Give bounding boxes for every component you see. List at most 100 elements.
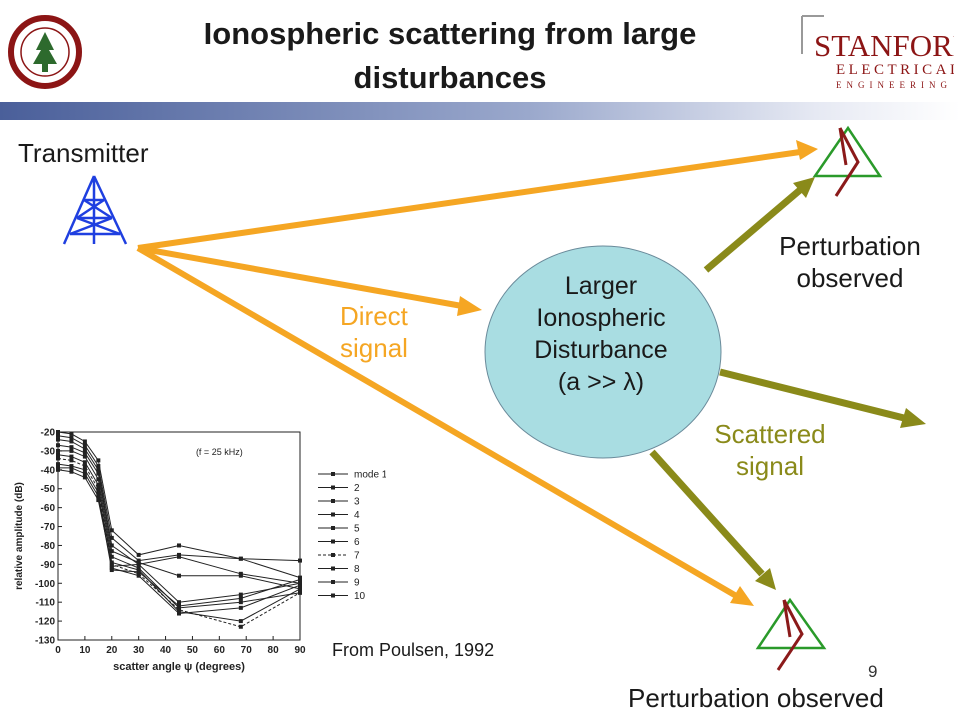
data-point (69, 469, 74, 474)
title-divider (0, 102, 960, 120)
data-point (56, 456, 60, 461)
direct-signal-arrows (136, 140, 818, 606)
y-tick-label: -50 (41, 484, 56, 495)
data-point (69, 445, 74, 450)
legend-marker (331, 472, 335, 476)
direct-arrowhead-bottom (730, 586, 754, 606)
direct-label-line-1: Direct (340, 301, 408, 331)
page-title: Ionospheric scattering from large distur… (140, 12, 760, 100)
data-point (82, 443, 87, 448)
direct-arrow-to-disturbance (137, 245, 463, 309)
data-point (96, 498, 101, 503)
legend-entry: 2 (354, 483, 360, 494)
direct-label-line-2: signal (340, 333, 408, 363)
data-point (109, 528, 114, 533)
direct-arrow-to-bottom-receiver (136, 245, 740, 600)
y-tick-label: -40 (41, 465, 56, 476)
data-point (177, 600, 181, 605)
data-point (298, 577, 302, 582)
data-point (177, 573, 181, 578)
disturbance-line-3: Disturbance (534, 336, 668, 364)
data-point (56, 462, 60, 467)
legend-entry: 7 (354, 551, 360, 562)
data-point (177, 543, 181, 548)
data-point (96, 464, 101, 469)
perturbation-top-line-1: Perturbation (779, 231, 921, 261)
legend-marker (331, 566, 335, 571)
series-line (57, 444, 301, 590)
legend-marker (331, 526, 335, 530)
y-tick-label: -20 (41, 428, 56, 439)
data-point (96, 486, 101, 491)
y-tick-label: -70 (41, 522, 56, 533)
data-point (298, 558, 302, 563)
data-point (56, 433, 60, 438)
scattered-signal-arrows (649, 177, 926, 590)
x-tick-label: 10 (79, 645, 91, 656)
data-point (82, 471, 87, 476)
scattered-arrow-down (649, 449, 765, 577)
y-tick-label: -30 (41, 446, 56, 457)
receiver-antenna-icon (755, 597, 827, 671)
legend-entry: 10 (354, 591, 366, 602)
logo-word-electrical: ELECTRICAL (836, 62, 954, 78)
data-point (177, 554, 181, 559)
legend-entry: 8 (354, 564, 360, 575)
chart-legend: mode 1 2 3 4 5 6 7 8 9 10 (318, 470, 386, 602)
y-tick-label: -90 (41, 560, 56, 571)
perturbation-bottom-label: Perturbation observed (628, 683, 884, 713)
direct-arrow-to-top-receiver (137, 149, 801, 251)
page-number: 9 (868, 662, 878, 681)
data-point (56, 430, 60, 434)
y-axis-label: relative amplitude (dB) (14, 482, 25, 590)
x-tick-label: 80 (268, 645, 280, 656)
data-point (109, 554, 114, 559)
scattered-signal-label: Scattered signal (690, 418, 850, 482)
data-point (177, 603, 181, 608)
data-point (82, 447, 87, 452)
data-point (238, 600, 243, 605)
source-credit: From Poulsen, 1992 (332, 640, 495, 660)
stanford-electrical-engineering-logo: STANFORD ELECTRICAL ENGINEERING (801, 15, 954, 90)
data-point (82, 439, 87, 444)
data-point (136, 562, 141, 567)
legend-entry: 5 (354, 524, 360, 535)
plot-frame (57, 431, 301, 641)
receiver-antenna-icon (812, 125, 883, 197)
disturbance-line-4: (a >> λ) (557, 368, 645, 396)
data-point (298, 586, 302, 591)
data-point (56, 448, 60, 453)
legend-entry: 6 (354, 537, 360, 548)
series-line (57, 454, 301, 622)
data-point (56, 437, 60, 442)
logo-word-stanford: STANFORD (814, 28, 954, 63)
data-point (238, 624, 243, 629)
series-line (57, 439, 301, 584)
data-point (82, 460, 87, 465)
data-point (238, 592, 243, 597)
university-seal-logo (8, 15, 82, 89)
data-point (109, 549, 114, 554)
data-point (298, 581, 302, 586)
scatter-amplitude-chart: -20 -30 -40 -50 -60 -70 -80 -90 -100 -110 -120 -130… (14, 428, 306, 674)
data-point (82, 467, 87, 472)
y-tick-label: -120 (35, 617, 55, 628)
data-point (56, 452, 60, 457)
perturbation-top-line-2: observed (796, 263, 904, 293)
legend-marker (331, 512, 335, 517)
x-tick-label: 50 (187, 645, 199, 656)
perturbation-top-label: Perturbation observed (752, 230, 948, 294)
series-line (58, 450, 301, 609)
legend-entry: 3 (354, 497, 360, 508)
x-tick-label: 60 (214, 645, 226, 656)
legend-marker (331, 539, 335, 544)
y-tick-label: -60 (41, 503, 56, 514)
y-tick-label: -110 (36, 598, 56, 609)
data-point (177, 611, 181, 616)
scattered-label-line-1: Scattered (714, 419, 826, 449)
data-point (69, 465, 74, 470)
x-tick-label: 20 (106, 645, 118, 656)
data-point (69, 454, 74, 459)
title-line-1: Ionospheric scattering from large (203, 16, 697, 51)
